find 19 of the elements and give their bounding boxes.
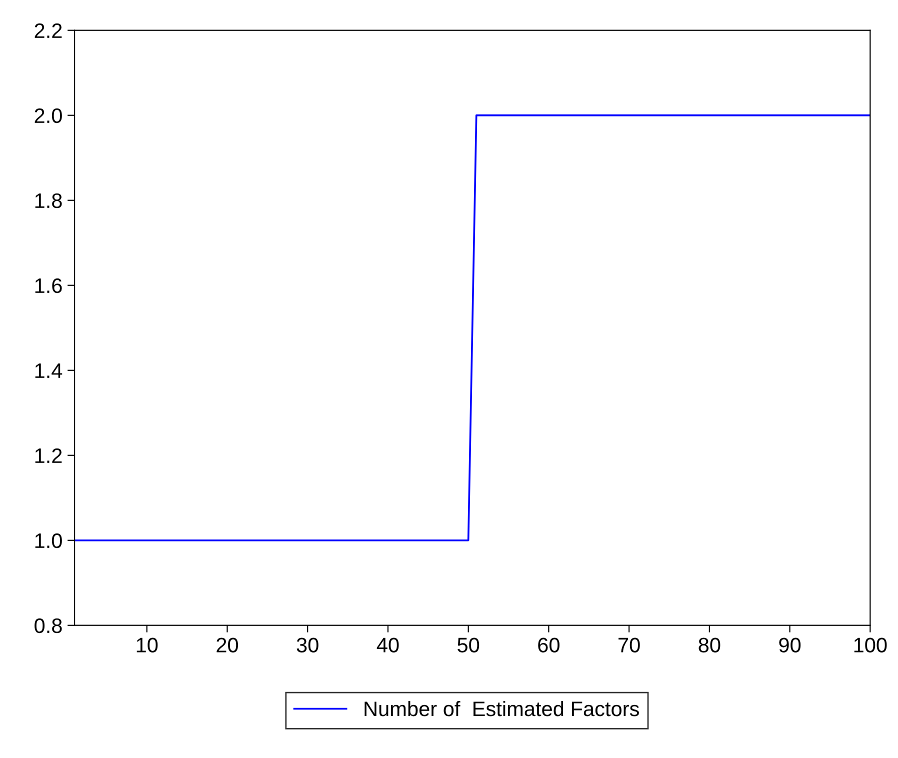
x-tick-label: 40 [376, 638, 399, 652]
y-tick-label: 0.8 [34, 618, 62, 634]
x-tick-label: 20 [216, 638, 238, 652]
y-tick-label: 1.4 [35, 364, 62, 378]
y-tick-label: 2.2 [34, 23, 62, 38]
y-tick-label: 2.0 [34, 108, 62, 124]
x-tick-label: 80 [698, 638, 720, 652]
x-tick-label: 60 [538, 638, 560, 652]
y-tick-label: 1.8 [35, 193, 62, 208]
y-tick-label: 1.2 [35, 448, 62, 463]
x-tick-label: 90 [779, 638, 801, 652]
y-tick-label: 1.0 [35, 533, 62, 548]
x-tick-label: 50 [458, 638, 480, 652]
legend-label: Number of Estimated Factors [364, 700, 639, 716]
x-tick-label: 100 [854, 638, 887, 652]
y-tick-label: 1.6 [35, 278, 62, 294]
x-tick-label: 30 [296, 638, 318, 652]
x-tick-label: 70 [618, 638, 640, 652]
x-tick-label: 10 [136, 638, 158, 652]
